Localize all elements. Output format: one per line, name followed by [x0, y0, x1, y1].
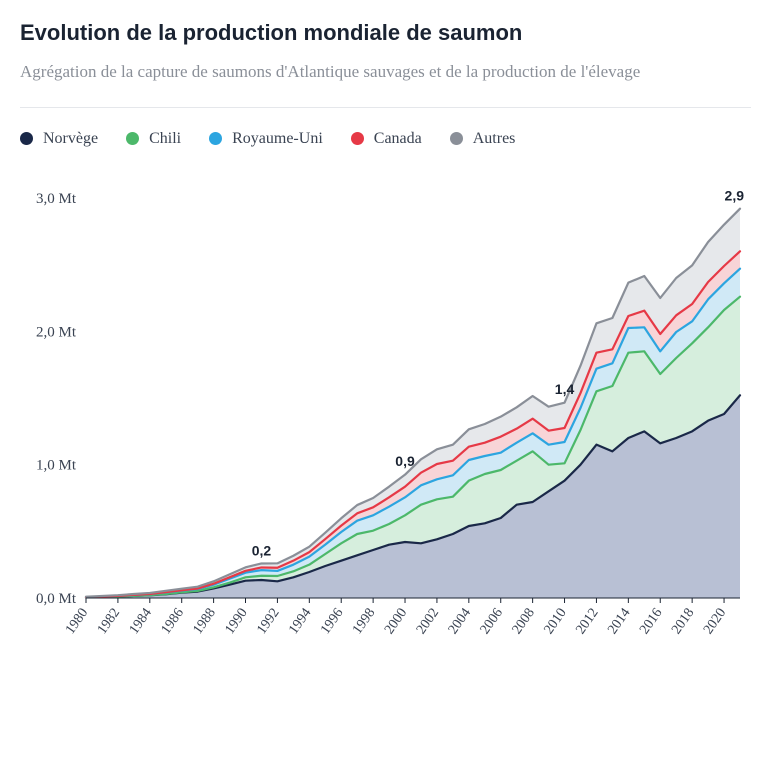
- xtick-label: 2010: [541, 605, 569, 637]
- xtick-label: 1996: [318, 605, 346, 637]
- divider: [20, 107, 751, 108]
- xtick-label: 2008: [510, 605, 538, 637]
- ytick-label: 2,0 Mt: [36, 324, 77, 340]
- xtick-label: 1982: [95, 605, 123, 637]
- xtick-label: 2016: [637, 605, 665, 637]
- chart-subtitle: Agrégation de la capture de saumons d'At…: [20, 60, 751, 85]
- xtick-label: 1986: [159, 605, 187, 637]
- xtick-label: 1988: [191, 605, 219, 637]
- legend-item: Chili: [126, 130, 181, 148]
- xtick-label: 1994: [286, 605, 314, 637]
- xtick-label: 1984: [127, 605, 155, 637]
- annotation-label: 0,2: [252, 542, 272, 558]
- legend-label: Chili: [149, 130, 181, 148]
- legend-item: Norvège: [20, 130, 98, 148]
- chart-svg: 0,0 Mt 1,0 Mt 2,0 Mt 3,0 Mt 1980198219841986…: [20, 188, 751, 658]
- xtick-label: 1998: [350, 605, 378, 637]
- legend: Norvège Chili Royaume-Uni Canada Autres: [20, 130, 751, 148]
- legend-label: Royaume-Uni: [232, 130, 323, 148]
- xtick-label: 2018: [669, 605, 697, 637]
- legend-item: Royaume-Uni: [209, 130, 323, 148]
- legend-dot: [126, 132, 139, 145]
- annotation-label: 1,4: [555, 381, 575, 397]
- ytick-label: 1,0 Mt: [36, 457, 77, 473]
- xtick-label: 2002: [414, 605, 442, 637]
- xtick-label: 2014: [605, 605, 633, 637]
- xtick-label: 1992: [254, 605, 282, 637]
- xtick-label: 2020: [701, 605, 729, 637]
- xtick-label: 1990: [222, 605, 250, 637]
- xtick-label: 2012: [573, 605, 601, 637]
- legend-label: Canada: [374, 130, 422, 148]
- xtick-label: 1980: [63, 605, 91, 637]
- legend-item: Canada: [351, 130, 422, 148]
- xtick-label: 2000: [382, 605, 410, 637]
- annotation-label: 2,9: [725, 188, 745, 204]
- xtick-label: 2006: [478, 605, 506, 637]
- annotation-label: 0,9: [395, 453, 415, 469]
- xtick-label: 2004: [446, 605, 474, 637]
- chart: 0,0 Mt 1,0 Mt 2,0 Mt 3,0 Mt 1980198219841986…: [20, 188, 751, 658]
- ytick-label: 0,0 Mt: [36, 591, 77, 607]
- legend-label: Norvège: [43, 130, 98, 148]
- legend-dot: [20, 132, 33, 145]
- legend-item: Autres: [450, 130, 516, 148]
- legend-dot: [209, 132, 222, 145]
- ytick-label: 3,0 Mt: [36, 191, 77, 207]
- chart-title: Evolution de la production mondiale de s…: [20, 20, 751, 46]
- legend-label: Autres: [473, 130, 516, 148]
- legend-dot: [450, 132, 463, 145]
- legend-dot: [351, 132, 364, 145]
